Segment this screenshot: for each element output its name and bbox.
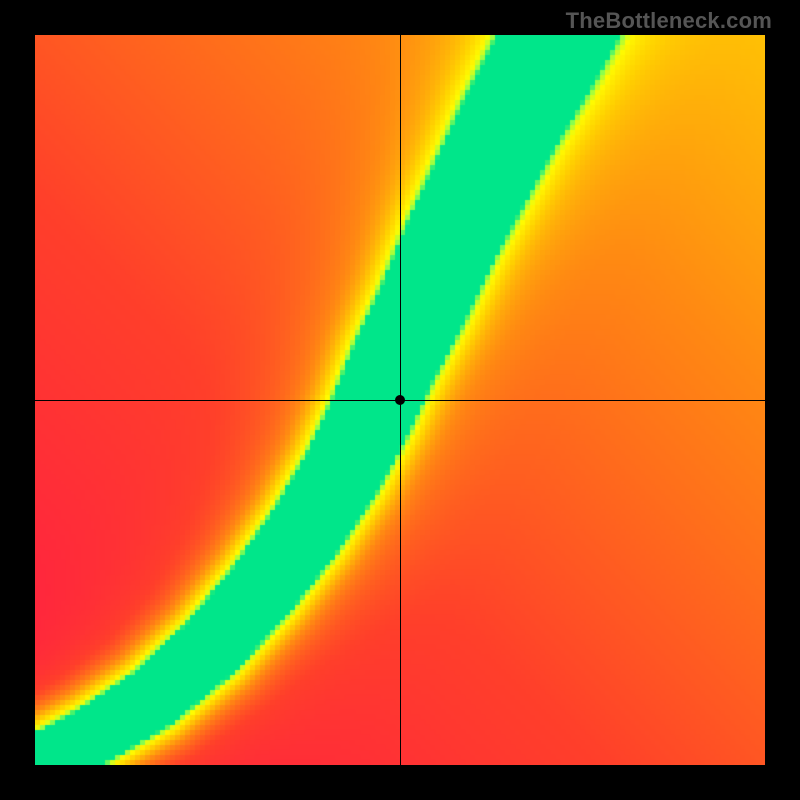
chart-container: TheBottleneck.com xyxy=(0,0,800,800)
crosshair-marker xyxy=(395,395,405,405)
watermark-text: TheBottleneck.com xyxy=(566,8,772,34)
plot-area xyxy=(35,35,765,765)
